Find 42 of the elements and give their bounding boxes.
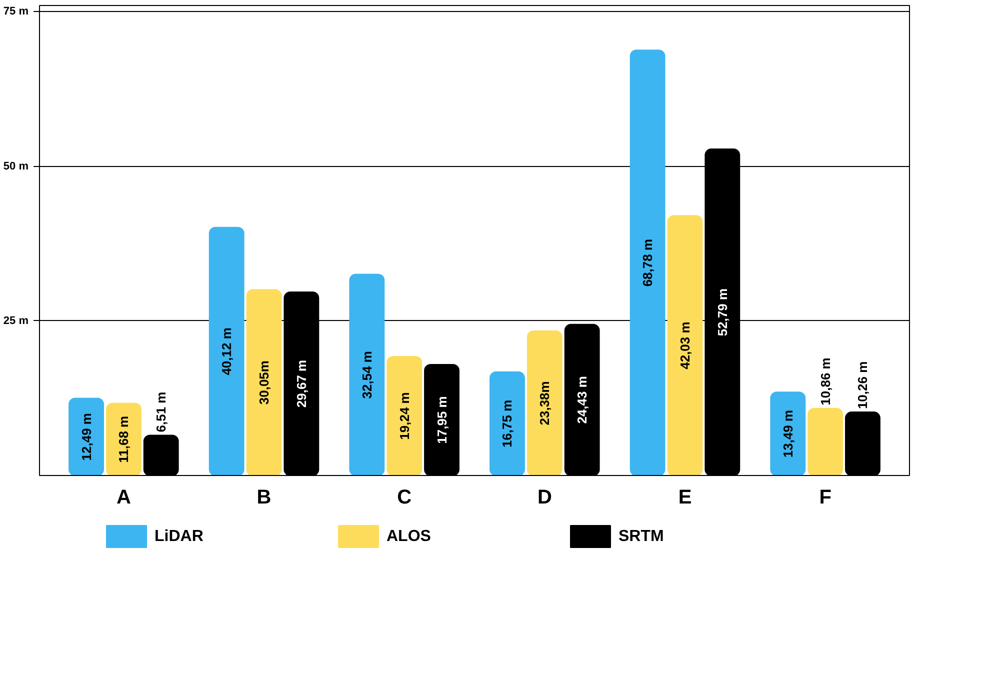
data-label: 29,67 m <box>294 360 309 408</box>
bar <box>208 226 244 476</box>
data-label: 6,51 m <box>154 392 169 432</box>
data-label: 11,68 m <box>116 416 132 463</box>
data-label: 24,43 m <box>574 376 590 424</box>
bar <box>106 402 142 476</box>
legend-label: SRTM <box>618 528 664 545</box>
data-label: 32,54 m <box>359 351 374 399</box>
bar <box>630 50 666 476</box>
y-tick-label: 50 m <box>3 160 29 172</box>
bar <box>808 408 844 476</box>
y-tick-label: 25 m <box>3 314 29 327</box>
data-label: 52,79 m <box>714 288 730 336</box>
x-tick-label: C <box>397 486 412 508</box>
legend-label: ALOS <box>386 528 432 545</box>
data-label: 16,75 m <box>500 400 515 448</box>
bar <box>349 274 385 476</box>
bar <box>770 392 806 476</box>
x-tick-label: B <box>256 486 272 508</box>
bar <box>386 356 422 476</box>
bar <box>246 289 282 476</box>
data-label: 13,49 m <box>780 410 796 458</box>
data-label: 19,24 m <box>396 392 412 440</box>
data-label: 10,26 m <box>855 361 870 410</box>
x-tick-label: F <box>819 486 832 508</box>
data-label: 30,05m <box>256 360 272 405</box>
y-tick-label: 75 m <box>3 6 29 18</box>
x-tick-label: A <box>116 486 131 508</box>
data-label: 12,49 m <box>78 413 94 461</box>
legend-label: LiDAR <box>154 528 204 545</box>
data-label: 23,38m <box>537 381 552 426</box>
bar <box>68 398 104 476</box>
bar <box>667 215 703 476</box>
data-label: 42,03 m <box>677 322 692 370</box>
x-tick-label: D <box>537 486 552 508</box>
bar <box>490 371 525 476</box>
data-label: 40,12 m <box>219 328 234 376</box>
data-label: 68,78 m <box>640 238 656 287</box>
x-tick-label: E <box>678 486 692 508</box>
bar <box>526 330 562 476</box>
data-label: 10,86 m <box>818 358 833 406</box>
data-label: 17,95 m <box>434 396 450 444</box>
